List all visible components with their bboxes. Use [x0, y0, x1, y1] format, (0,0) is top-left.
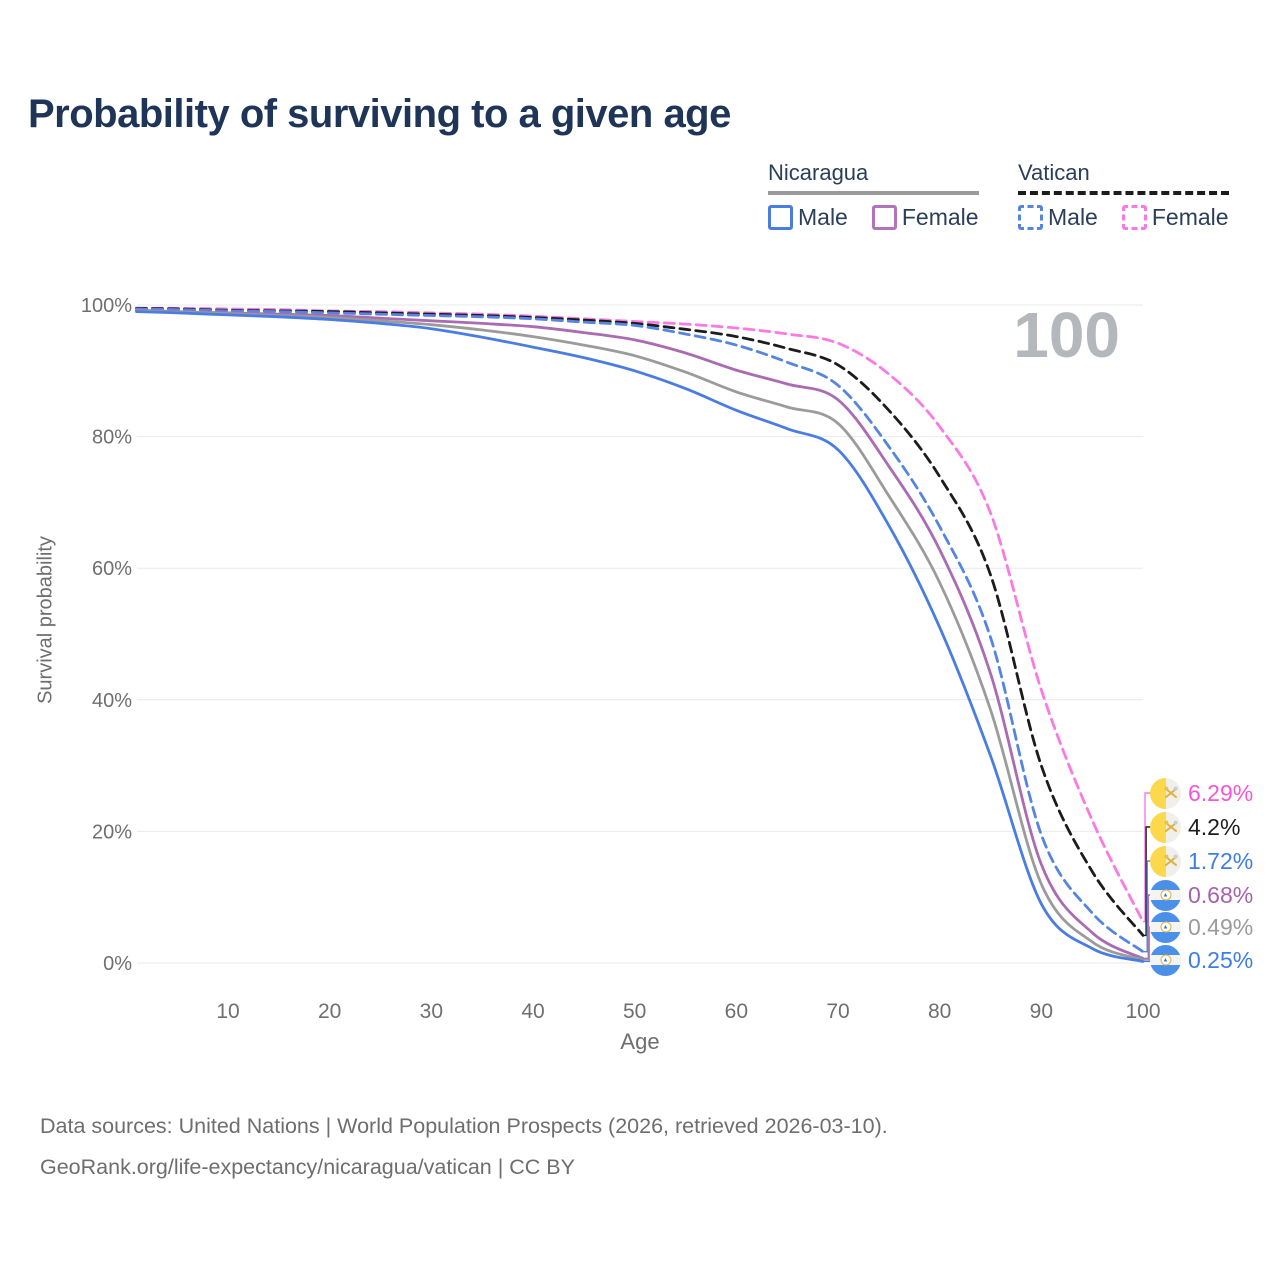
legend-label-nicaragua-male: Male — [798, 204, 848, 230]
source-caption: Data sources: United Nations | World Pop… — [40, 1106, 888, 1188]
curve-nicaragua — [135, 309, 1145, 962]
svg-text:80%: 80% — [92, 427, 132, 449]
checkbox-vatican-male[interactable] — [1018, 205, 1043, 230]
svg-text:60: 60 — [725, 1000, 748, 1023]
y-axis-title: Survival probability — [34, 536, 57, 704]
data-sources-line: Data sources: United Nations | World Pop… — [40, 1114, 888, 1138]
end-label-row: ▲ 0.25% — [1150, 944, 1253, 976]
legend-label-vatican-female: Female — [1151, 204, 1229, 230]
end-label-value: 0.25% — [1188, 946, 1254, 973]
checkbox-vatican-female[interactable] — [1121, 205, 1147, 230]
vatican-line-swatch — [1018, 191, 1229, 195]
x-axis-tick-labels: 10 20 30 40 50 60 70 80 90 100 — [216, 1000, 1160, 1023]
legend-item-nicaragua-male[interactable]: Male — [768, 204, 848, 231]
curve-vatican-female — [135, 306, 1145, 923]
end-label-row: 1.72% — [1150, 845, 1253, 877]
svg-text:80: 80 — [928, 1000, 951, 1023]
legend-country-nicaragua[interactable]: Nicaragua — [768, 160, 869, 185]
svg-text:40: 40 — [521, 1000, 544, 1023]
legend-item-vatican-female[interactable]: Female — [1121, 204, 1229, 231]
y-axis-tick-labels: 0% 20% 40% 60% 80% 100% — [81, 295, 132, 975]
svg-text:40%: 40% — [92, 690, 132, 712]
vatican-flag-icon — [1150, 845, 1181, 877]
svg-text:70: 70 — [826, 1000, 849, 1023]
legend-group-vatican: Vatican Male Female — [1018, 160, 1229, 231]
end-label-row: ▲ 0.49% — [1150, 911, 1253, 943]
curve-nicaragua-female — [135, 308, 1145, 960]
legend-label-nicaragua-female: Female — [901, 204, 979, 230]
end-label-row: 6.29% — [1150, 777, 1253, 809]
x-axis-title: Age — [620, 1029, 660, 1054]
svg-text:30: 30 — [420, 1000, 443, 1023]
vatican-flag-icon — [1150, 811, 1181, 843]
svg-text:0%: 0% — [103, 953, 132, 975]
end-label-value: 1.72% — [1188, 847, 1254, 874]
end-label-value: 0.49% — [1188, 913, 1254, 940]
legend-country-vatican[interactable]: Vatican — [1018, 160, 1090, 185]
svg-text:10: 10 — [216, 1000, 239, 1023]
nicaragua-flag-icon: ▲ — [1150, 944, 1181, 976]
svg-text:60%: 60% — [92, 558, 132, 580]
checkbox-nicaragua-female[interactable] — [871, 205, 897, 230]
nicaragua-flag-icon: ▲ — [1150, 879, 1181, 911]
nicaragua-flag-icon: ▲ — [1150, 911, 1181, 943]
age-100-annotation: 100 — [1013, 299, 1120, 371]
gridlines — [137, 304, 1143, 964]
legend-label-vatican-male: Male — [1048, 204, 1098, 230]
page-title: Probability of surviving to a given age — [28, 92, 731, 136]
svg-text:90: 90 — [1030, 1000, 1053, 1023]
svg-text:20%: 20% — [92, 821, 132, 843]
curve-vatican — [135, 306, 1145, 937]
end-label-row: ▲ 0.68% — [1150, 879, 1253, 911]
svg-text:50: 50 — [623, 1000, 646, 1023]
checkbox-nicaragua-male[interactable] — [768, 205, 793, 230]
svg-text:20: 20 — [318, 1000, 341, 1023]
legend-item-vatican-male[interactable]: Male — [1018, 204, 1098, 231]
attribution-line: GeoRank.org/life-expectancy/nicaragua/va… — [40, 1155, 575, 1179]
survival-curves — [135, 306, 1145, 963]
nicaragua-line-swatch — [768, 191, 979, 195]
end-label-value: 6.29% — [1188, 779, 1254, 806]
curve-nicaragua-male — [135, 310, 1145, 963]
svg-text:100%: 100% — [81, 295, 132, 317]
svg-text:100: 100 — [1125, 1000, 1160, 1023]
curve-vatican-male — [135, 307, 1145, 954]
end-label-row: 4.2% — [1150, 811, 1240, 843]
end-label-value: 4.2% — [1188, 813, 1241, 840]
end-label-value: 0.68% — [1188, 881, 1254, 908]
legend-item-nicaragua-female[interactable]: Female — [871, 204, 979, 231]
vatican-flag-icon — [1150, 777, 1181, 809]
legend-group-nicaragua: Nicaragua Male Female — [768, 160, 979, 231]
